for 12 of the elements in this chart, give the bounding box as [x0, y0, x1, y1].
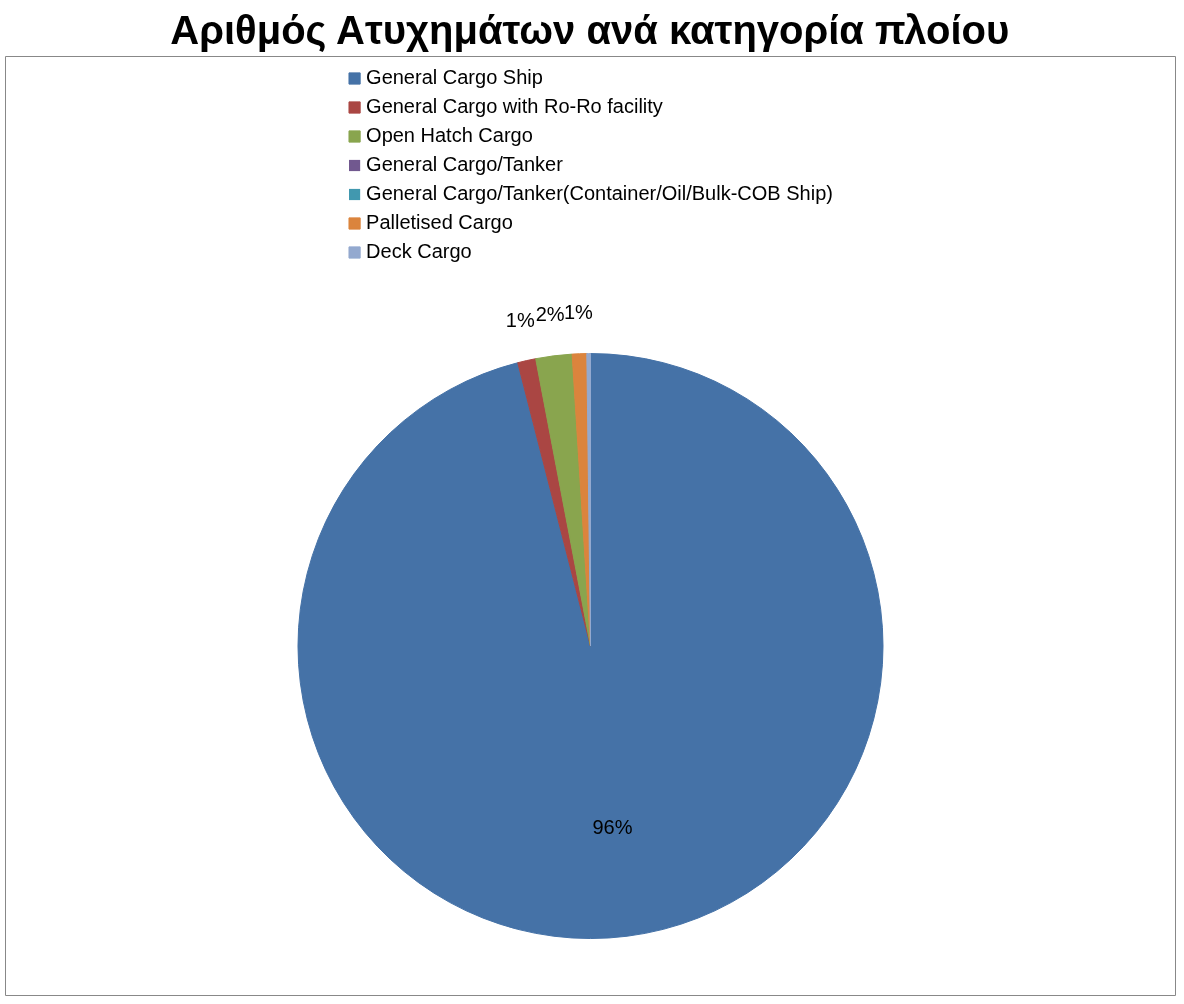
legend-label: General Cargo/Tanker: [366, 153, 563, 176]
legend-label: Open Hatch Cargo: [366, 124, 533, 147]
data-label: 1%: [505, 308, 535, 331]
data-label: 1%: [563, 301, 594, 323]
data-label: 96%: [592, 815, 633, 838]
data-label: 2%: [535, 303, 565, 326]
legend-label: General Cargo/Tanker(Container/Oil/Bulk-COB Ship): [366, 182, 833, 205]
chart-title: Αριθμός Ατυχημάτων ανά κατηγορία πλοίου: [170, 7, 1010, 53]
legend-label: General Cargo with Ro-Ro facility: [366, 95, 663, 118]
legend-label: General Cargo Ship: [366, 66, 543, 89]
legend-label: Deck Cargo: [366, 240, 472, 263]
legend-label: Palletised Cargo: [366, 211, 513, 234]
